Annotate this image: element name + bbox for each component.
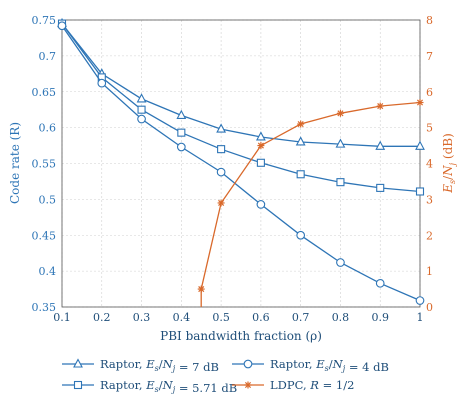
legend-label: Raptor, Es/Nj = 4 dB [270, 357, 389, 374]
data-point-marker [336, 109, 344, 117]
x-tick-label: 0.4 [173, 311, 191, 324]
data-point-marker [416, 99, 424, 107]
left-tick-label: 0.35 [32, 301, 57, 314]
data-point-marker [256, 200, 266, 209]
legend-label: LDPC, R = 1/2 [270, 378, 354, 392]
data-point-marker [137, 114, 146, 124]
x-tick-label: 0.6 [252, 311, 270, 324]
right-tick-label: 1 [426, 265, 433, 278]
data-point-marker [197, 285, 205, 293]
left-tick-label: 0.6 [39, 122, 57, 135]
right-axis-label-e-sub: s [448, 180, 457, 184]
data-point-marker [137, 105, 146, 114]
data-point-marker [176, 109, 187, 119]
series-line [61, 25, 421, 302]
data-point-marker [257, 142, 265, 150]
legend-item: Raptor, Es/Nj = 5.71 dB [62, 378, 237, 395]
right-axis-label-slash: / [441, 175, 455, 180]
legend-item: Raptor, Es/Nj = 7 dB [62, 357, 219, 374]
right-tick-label: 2 [426, 229, 433, 242]
series-line [61, 23, 420, 147]
data-point-marker [415, 296, 425, 305]
data-point-marker [375, 140, 386, 150]
left-tick-label: 0.45 [32, 229, 57, 242]
right-axis-label-n-sub: j [448, 162, 457, 167]
left-axis-label: Code rate (R) [8, 122, 22, 204]
x-axis-label: PBI bandwidth fraction (ρ) [160, 329, 322, 343]
data-point-marker [376, 183, 385, 192]
data-point-marker [336, 258, 345, 267]
series-layer [57, 17, 425, 307]
legend-item: LDPC, R = 1/2 [232, 378, 354, 392]
right-tick-label: 8 [426, 14, 433, 27]
legend-marker [73, 380, 83, 390]
x-tick-label: 0.7 [292, 311, 310, 324]
right-axis-label-unit: (dB) [441, 133, 455, 163]
legend-marker [243, 359, 253, 369]
data-point-marker [255, 131, 266, 141]
data-point-marker [415, 187, 425, 196]
legend-label: Raptor, Es/Nj = 5.71 dB [100, 378, 237, 395]
legend-marker [244, 381, 252, 389]
x-tick-label: 0.2 [93, 311, 111, 324]
data-point-marker [296, 170, 305, 179]
right-tick-label: 4 [426, 158, 433, 171]
plot-background [62, 20, 420, 307]
legend: Raptor, Es/Nj = 7 dB Raptor, Es/Nj = 4 dB… [62, 357, 389, 395]
data-point-marker [217, 145, 226, 154]
right-axis-ticks: 0 1 2 3 4 5 6 7 8 [426, 14, 433, 314]
legend-label: Raptor, Es/Nj = 7 dB [100, 357, 219, 374]
left-tick-label: 0.65 [32, 86, 57, 99]
right-tick-label: 6 [426, 86, 433, 99]
data-point-marker [335, 138, 346, 148]
data-point-marker [376, 102, 384, 110]
x-tick-label: 0.8 [332, 311, 350, 324]
right-tick-label: 0 [426, 301, 433, 314]
legend-item: Raptor, Es/Nj = 4 dB [232, 357, 389, 374]
data-point-marker [415, 140, 425, 150]
left-tick-label: 0.55 [32, 158, 57, 171]
data-point-marker [176, 142, 186, 152]
data-point-marker [296, 230, 306, 240]
data-point-marker [375, 278, 385, 288]
x-tick-label: 0.5 [212, 311, 230, 324]
plot-frame [61, 19, 421, 308]
x-axis-ticks: 0.1 0.2 0.3 0.4 0.5 0.6 0.7 0.8 0.9 1 [53, 311, 423, 324]
right-tick-label: 5 [426, 122, 433, 135]
left-tick-label: 0.4 [39, 265, 57, 278]
left-tick-label: 0.7 [39, 50, 57, 63]
x-tick-label: 0.3 [133, 311, 151, 324]
right-tick-label: 7 [426, 50, 433, 63]
legend-marker [73, 358, 83, 368]
data-point-marker [177, 128, 186, 137]
data-point-marker [216, 167, 226, 177]
left-tick-label: 0.5 [39, 193, 57, 206]
data-point-marker [216, 123, 227, 133]
right-axis-label-n: N [441, 165, 455, 177]
right-tick-label: 3 [426, 193, 433, 206]
right-axis-label-e: E [441, 184, 455, 194]
series-2 [57, 21, 425, 305]
x-tick-label: 0.9 [371, 311, 389, 324]
left-axis-ticks: 0.35 0.4 0.45 0.5 0.55 0.6 0.65 0.7 0.75 [32, 14, 57, 314]
data-point-marker [256, 158, 265, 167]
series-0 [57, 17, 425, 150]
left-tick-label: 0.75 [32, 14, 57, 27]
series-3 [197, 99, 424, 307]
x-tick-label: 1 [417, 311, 424, 324]
series-line [200, 101, 421, 307]
data-point-marker [217, 199, 225, 207]
data-point-marker [136, 93, 147, 103]
x-tick-label: 0.1 [53, 311, 71, 324]
data-point-marker [57, 21, 67, 31]
series-line [61, 23, 421, 193]
data-point-marker [97, 78, 107, 88]
data-point-marker [295, 136, 306, 146]
data-point-marker [336, 178, 345, 187]
right-axis-label: Es/Nj (dB) [441, 133, 457, 194]
data-point-marker [297, 120, 305, 128]
